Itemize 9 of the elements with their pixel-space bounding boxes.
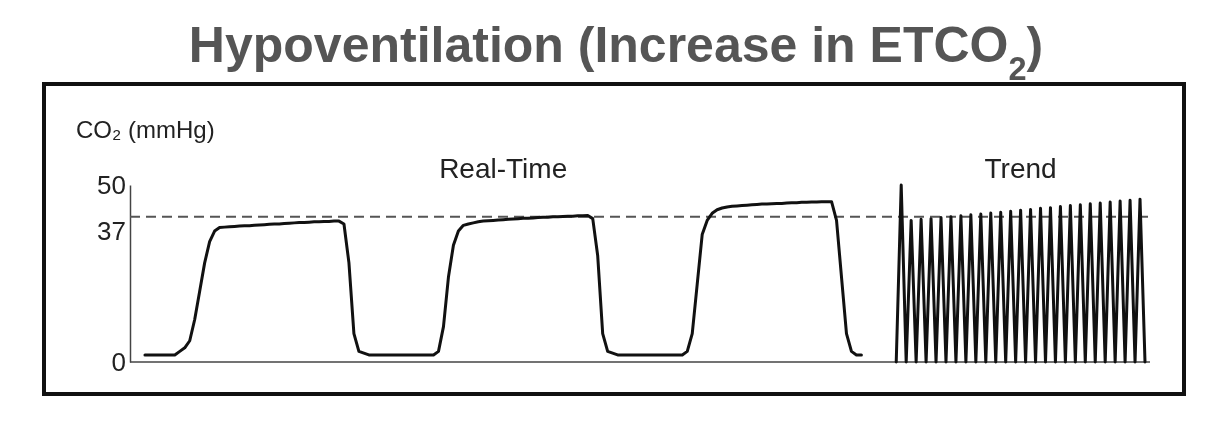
series-label: Trend [984, 153, 1057, 184]
series-label: Real-Time [439, 153, 568, 184]
line-series [894, 183, 1147, 364]
y-tick-label: 50 [97, 169, 126, 200]
y-axis-title: CO₂ (mmHg) [76, 116, 215, 143]
line-series [143, 200, 863, 357]
chart-title: Hypoventilation (Increase in ETCO$_{2}$) [188, 17, 1044, 87]
y-tick-label: 37 [97, 215, 126, 246]
y-tick-label: 0 [111, 346, 126, 377]
